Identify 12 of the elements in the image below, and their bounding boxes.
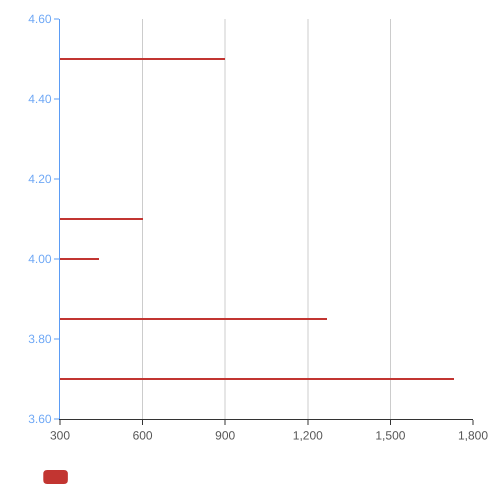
x-tick-label: 900 <box>215 428 236 442</box>
x-tick-label: 1,800 <box>458 428 488 442</box>
y-tick-label: 4.00 <box>28 252 52 266</box>
x-tick-label: 1,200 <box>292 428 324 442</box>
y-tick-label: 4.20 <box>28 172 52 186</box>
y-tick-label: 3.60 <box>28 412 52 426</box>
x-tick-label: 600 <box>132 428 153 442</box>
x-tick-label: 300 <box>50 428 70 442</box>
y-tick-label: 3.80 <box>28 332 52 346</box>
y-tick-label: 4.60 <box>28 12 52 26</box>
y-tick-label: 4.40 <box>28 92 52 106</box>
x-tick-label: 1,500 <box>375 428 406 442</box>
